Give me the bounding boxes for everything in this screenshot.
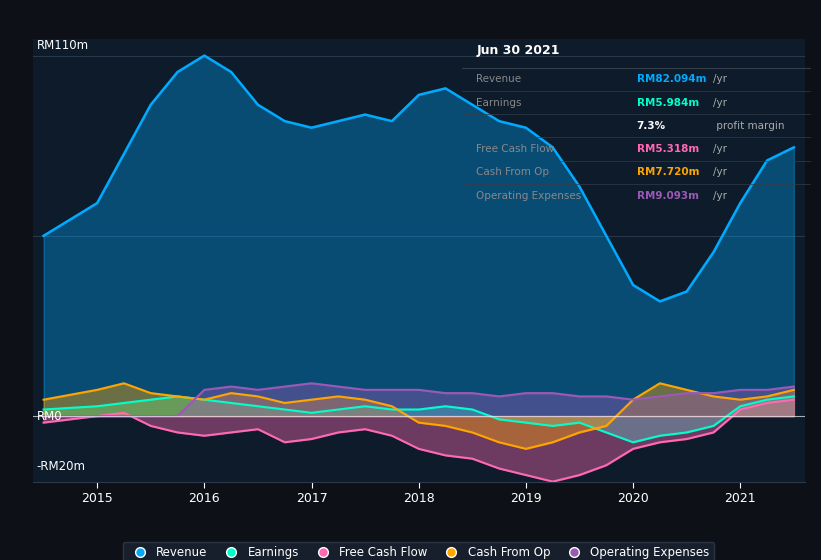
Text: /yr: /yr (713, 97, 727, 108)
Text: RM110m: RM110m (37, 39, 89, 52)
Text: /yr: /yr (713, 190, 727, 200)
Text: /yr: /yr (713, 144, 727, 154)
Text: RM0: RM0 (37, 409, 62, 423)
Text: Jun 30 2021: Jun 30 2021 (476, 44, 560, 57)
Text: Cash From Op: Cash From Op (476, 167, 549, 178)
Text: Free Cash Flow: Free Cash Flow (476, 144, 554, 154)
Text: 7.3%: 7.3% (637, 121, 666, 131)
Text: Earnings: Earnings (476, 97, 521, 108)
Text: /yr: /yr (713, 74, 727, 85)
Text: -RM20m: -RM20m (37, 460, 85, 473)
Text: RM9.093m: RM9.093m (637, 190, 699, 200)
Text: /yr: /yr (713, 167, 727, 178)
Text: RM82.094m: RM82.094m (637, 74, 706, 85)
Legend: Revenue, Earnings, Free Cash Flow, Cash From Op, Operating Expenses: Revenue, Earnings, Free Cash Flow, Cash … (123, 542, 714, 560)
Text: Revenue: Revenue (476, 74, 521, 85)
Text: profit margin: profit margin (713, 121, 785, 131)
Text: RM5.318m: RM5.318m (637, 144, 699, 154)
Text: RM5.984m: RM5.984m (637, 97, 699, 108)
Text: RM7.720m: RM7.720m (637, 167, 699, 178)
Text: Operating Expenses: Operating Expenses (476, 190, 581, 200)
